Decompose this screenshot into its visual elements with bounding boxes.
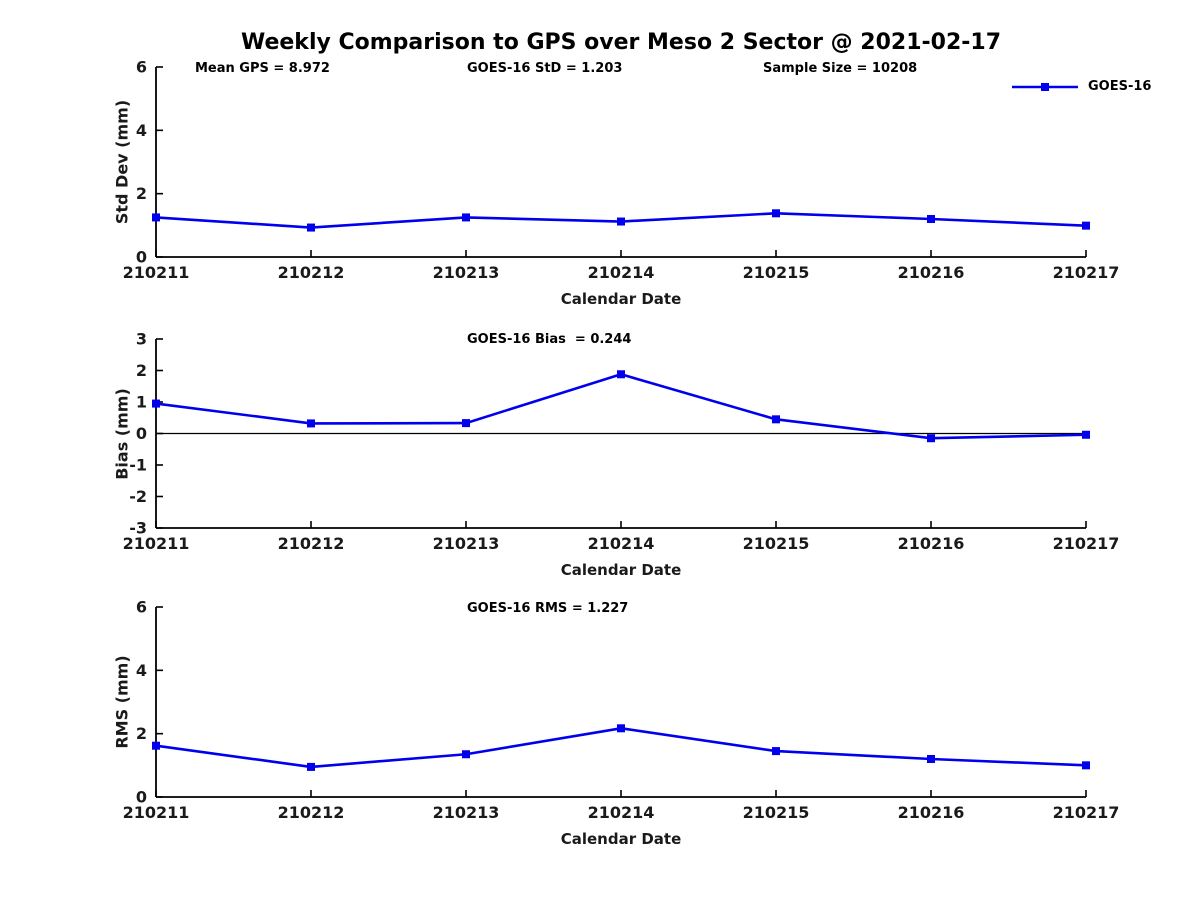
x-tick-label: 210211	[123, 534, 190, 553]
subplot-title-rms: GOES-16 RMS = 1.227	[467, 601, 629, 616]
legend-label: GOES-16	[1088, 79, 1152, 94]
x-tick-label: 210212	[278, 263, 345, 282]
data-point-marker	[152, 213, 160, 222]
stat-goes16-std: GOES-16 StD = 1.203	[467, 61, 623, 76]
x-tick-label: 210214	[588, 803, 655, 822]
data-point-marker	[462, 213, 470, 222]
data-point-marker	[927, 215, 935, 223]
y-axis-label-rms: RMS (mm)	[112, 655, 132, 749]
data-point-marker	[617, 217, 625, 226]
data-point-marker	[1082, 430, 1090, 439]
subplot-title-bias: GOES-16 Bias = 0.244	[467, 332, 632, 347]
x-tick-label: 210215	[743, 263, 810, 282]
data-point-marker	[307, 223, 315, 232]
x-tick-label: 210217	[1053, 803, 1120, 822]
data-point-marker	[772, 415, 780, 424]
data-point-marker	[462, 750, 470, 759]
y-axis-label-stddev: Std Dev (mm)	[112, 99, 132, 225]
x-tick-label: 210212	[278, 803, 345, 822]
subplot-rms: 0 2 4 6 210211 210212 210213 210214 210215 210216…	[123, 598, 1120, 823]
series-line-goes-16	[155, 726, 1087, 769]
x-axis-label-bias: Calendar Date	[560, 561, 682, 579]
data-point-marker	[152, 741, 160, 750]
series-line-goes-16	[155, 372, 1087, 440]
x-tick-label: 210216	[898, 263, 965, 282]
stat-mean-gps: Mean GPS = 8.972	[195, 61, 330, 76]
x-tick-label: 210217	[1053, 263, 1120, 282]
data-point-marker	[927, 434, 935, 443]
y-tick-label: 4	[136, 121, 147, 140]
subplot-bias: -3 -2 -1 0 1 2 3 210211 210212 210213 210214 210215…	[123, 330, 1120, 554]
data-point-marker	[617, 724, 625, 733]
data-point-marker	[617, 370, 625, 379]
data-point-marker	[1082, 221, 1090, 230]
data-point-marker	[772, 747, 780, 756]
y-axis-label-bias: Bias (mm)	[112, 388, 132, 480]
y-tick-label: 2	[136, 724, 147, 743]
y-tick-label: 0	[136, 424, 147, 443]
y-tick-label: -3	[129, 519, 147, 538]
y-tick-label: 2	[136, 184, 147, 203]
y-tick-label: 4	[136, 661, 147, 680]
x-tick-label: 210215	[743, 803, 810, 822]
stat-sample-size: Sample Size = 10208	[763, 61, 918, 76]
x-tick-label: 210216	[898, 803, 965, 822]
data-point-marker	[927, 755, 935, 763]
legend: GOES-16	[1010, 79, 1151, 94]
data-point-marker	[307, 419, 315, 428]
x-tick-label: 210214	[588, 263, 655, 282]
y-tick-label: 0	[136, 788, 147, 807]
x-tick-label: 210215	[743, 534, 810, 553]
x-tick-label: 210216	[898, 534, 965, 553]
data-point-marker	[1082, 761, 1090, 770]
x-tick-label: 210211	[123, 263, 190, 282]
x-tick-label: 210213	[433, 263, 500, 282]
subplot-stddev: 0 2 4 6 210211 210212 210213 210214 210215 210216…	[123, 58, 1120, 283]
y-tick-label: 1	[136, 393, 147, 412]
data-point-marker	[462, 419, 470, 428]
data-point-marker	[307, 762, 315, 771]
x-tick-label: 210212	[278, 534, 345, 553]
x-tick-label: 210217	[1053, 534, 1120, 553]
data-point-marker	[772, 209, 780, 218]
figure-title: Weekly Comparison to GPS over Meso 2 Sec…	[240, 30, 1002, 55]
x-tick-label: 210213	[433, 803, 500, 822]
x-axis-label-rms: Calendar Date	[560, 830, 682, 848]
y-tick-label: 6	[136, 598, 147, 617]
legend-line-marker-icon	[1012, 82, 1078, 91]
x-tick-label: 210211	[123, 803, 190, 822]
x-tick-label: 210213	[433, 534, 500, 553]
y-tick-label: -2	[129, 487, 147, 506]
y-tick-label: -1	[129, 456, 147, 475]
x-tick-label: 210214	[588, 534, 655, 553]
y-tick-label: 2	[136, 361, 147, 380]
y-tick-label: 6	[136, 58, 147, 77]
y-tick-label: 3	[136, 330, 147, 349]
y-tick-label: 0	[136, 248, 147, 267]
x-axis-label-stddev: Calendar Date	[560, 290, 682, 308]
data-point-marker	[152, 399, 160, 408]
